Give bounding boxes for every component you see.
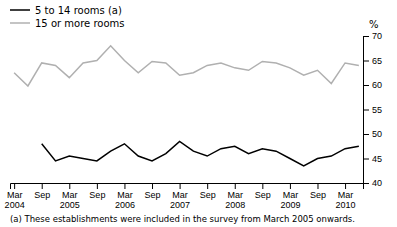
x-tick-label-line: 2004 (5, 200, 25, 210)
x-tick-mark (124, 183, 125, 189)
x-tick: Mar2004 (5, 183, 25, 210)
x-tick: Mar2010 (336, 183, 356, 210)
x-tick-label-line: 2009 (280, 200, 300, 210)
x-tick-label: Sep (255, 190, 271, 200)
y-tick-label: 45 (372, 154, 382, 164)
x-axis: Mar2004SepMar2005SepMar2006SepMar2007Sep… (5, 183, 364, 210)
x-tick-label: Mar2005 (60, 190, 80, 210)
y-axis: 40 45 50 55 60 65 70 (363, 31, 382, 188)
x-tick-label-line: 2006 (115, 200, 135, 210)
x-tick-label: Sep (310, 190, 326, 200)
y-tick: 65 (363, 56, 382, 66)
x-tick-label: Mar2009 (280, 190, 300, 210)
x-tick-label: Mar2007 (170, 190, 190, 210)
x-tick-label-line: 2010 (336, 200, 356, 210)
legend-swatch (10, 22, 30, 24)
x-tick-label-line: 2008 (225, 200, 245, 210)
x-tick-mark (42, 183, 43, 189)
x-tick-label-line: Mar (172, 190, 188, 200)
x-tick-label-line: Mar (338, 190, 354, 200)
x-tick-label: Sep (200, 190, 216, 200)
x-tick-label: Mar2004 (5, 190, 25, 210)
y-tick-label: 70 (372, 31, 382, 41)
x-tick-label-line: Mar (7, 190, 23, 200)
x-tick-label: Sep (89, 190, 105, 200)
x-tick-label: Mar2010 (336, 190, 356, 210)
legend-label: 15 or more rooms (35, 18, 124, 29)
x-tick-label-line: Mar (283, 190, 299, 200)
x-tick-mark (262, 183, 263, 189)
x-tick-mark (14, 183, 15, 189)
x-tick-label-line: Mar (228, 190, 244, 200)
x-tick-mark (97, 183, 98, 189)
footnote: (a) These establishments were included i… (10, 214, 355, 224)
x-tick-mark (207, 183, 208, 189)
x-tick: Sep (310, 183, 326, 200)
x-tick-label-line: Mar (62, 190, 78, 200)
y-tick: 70 (363, 31, 382, 41)
x-tick: Mar2009 (280, 183, 300, 210)
legend-swatch (10, 9, 30, 11)
x-tick-label-line: Sep (255, 190, 271, 200)
x-tick-label-line: 2007 (170, 200, 190, 210)
x-tick-label: Sep (34, 190, 50, 200)
plot-area: Mar2004SepMar2005SepMar2006SepMar2007Sep… (5, 19, 382, 210)
x-tick: Mar2005 (60, 183, 80, 210)
y-tick-mark (363, 110, 369, 111)
x-tick-label-line: Sep (89, 190, 105, 200)
y-tick-label: 65 (372, 56, 382, 66)
x-tick-mark (152, 183, 153, 189)
x-tick-label-line: Sep (310, 190, 326, 200)
y-axis-line (364, 37, 370, 184)
y-tick: 40 (363, 178, 382, 188)
x-tick: Mar2007 (170, 183, 190, 210)
x-tick-mark (290, 183, 291, 189)
y-tick-label: 55 (372, 105, 382, 115)
x-tick: Mar2008 (225, 183, 245, 210)
lines (14, 46, 359, 166)
y-tick-mark (363, 85, 369, 86)
x-tick-label: Mar2008 (225, 190, 245, 210)
y-tick: 60 (363, 80, 382, 90)
x-tick: Mar2006 (115, 183, 135, 210)
x-tick-mark (345, 183, 346, 189)
x-tick-mark (180, 183, 181, 189)
x-tick-mark (69, 183, 70, 189)
x-tick: Sep (200, 183, 216, 200)
y-tick: 45 (363, 154, 382, 164)
y-axis-label: % (369, 19, 379, 30)
y-tick-mark (363, 159, 369, 160)
x-axis-line (11, 184, 364, 190)
x-tick-label-line: 2005 (60, 200, 80, 210)
x-tick-mark (317, 183, 318, 189)
x-tick: Sep (255, 183, 271, 200)
y-tick-label: 50 (372, 129, 382, 139)
y-tick-mark (363, 61, 369, 62)
x-tick-label-line: Mar (117, 190, 133, 200)
legend-label: 5 to 14 rooms (a) (35, 5, 122, 16)
x-tick: Sep (34, 183, 50, 200)
x-tick-label-line: Sep (200, 190, 216, 200)
y-tick-mark (363, 36, 369, 37)
chart: Mar2004SepMar2005SepMar2006SepMar2007Sep… (0, 0, 397, 227)
y-tick-mark (363, 183, 369, 184)
series-line (42, 141, 359, 166)
x-tick: Sep (89, 183, 105, 200)
x-tick: Sep (145, 183, 161, 200)
y-tick-label: 40 (372, 178, 382, 188)
x-tick-label: Mar2006 (115, 190, 135, 210)
legend-item: 15 or more rooms (10, 18, 124, 29)
x-tick-mark (235, 183, 236, 189)
legend: 5 to 14 rooms (a) 15 or more rooms (10, 5, 124, 29)
series-line (14, 46, 359, 86)
x-tick-label-line: Sep (145, 190, 161, 200)
y-tick-mark (363, 134, 369, 135)
y-tick: 55 (363, 105, 382, 115)
x-tick-label-line: Sep (34, 190, 50, 200)
legend-item: 5 to 14 rooms (a) (10, 5, 122, 16)
y-tick-label: 60 (372, 80, 382, 90)
y-tick: 50 (363, 129, 382, 139)
x-tick-label: Sep (145, 190, 161, 200)
